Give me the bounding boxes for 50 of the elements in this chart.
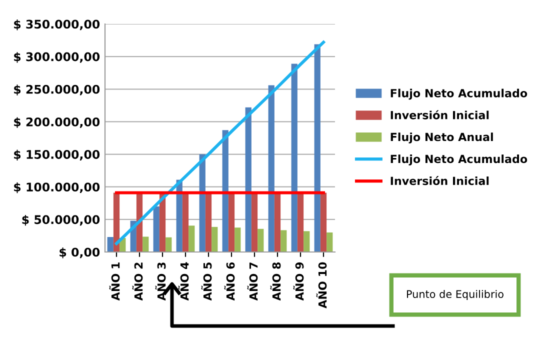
y-tick-label: $ 350.000,00 — [14, 20, 100, 30]
x-tick-label: AÑO 3 — [155, 262, 166, 301]
x-tick-label: AÑO 9 — [293, 262, 304, 301]
line-series — [114, 40, 326, 246]
y-tick-label: $ 200.000,00 — [14, 117, 100, 128]
bar — [274, 192, 281, 252]
bar — [234, 228, 241, 252]
x-tick-label: AÑO 10 — [316, 262, 327, 308]
legend-label: Flujo Neto Acumulado — [390, 154, 528, 166]
bar — [304, 231, 310, 252]
x-tick-label: AÑO 7 — [247, 262, 258, 301]
bar — [258, 228, 264, 252]
legend-label: Inversión Inicial — [390, 176, 489, 186]
bar — [188, 226, 195, 252]
bar — [268, 85, 274, 252]
x-tick-label: AÑO 8 — [270, 262, 281, 301]
bar — [251, 192, 258, 252]
bar — [222, 130, 228, 252]
bar — [199, 154, 206, 252]
bar — [212, 226, 218, 252]
bar — [205, 192, 212, 252]
y-tick-label: $ 300.000,00 — [14, 52, 100, 63]
legend-label: Flujo Neto Acumulado — [390, 88, 528, 100]
x-tick-label: AÑO 1 — [109, 262, 120, 301]
legend-label: Flujo Neto Anual — [390, 132, 493, 144]
y-tick-label: $ 150.000,00 — [14, 150, 100, 161]
bar — [326, 232, 333, 252]
bar — [182, 192, 189, 252]
x-tick-label: AÑO 5 — [201, 262, 212, 301]
y-tick-label: $ 50.000,00 — [22, 214, 100, 226]
bar — [314, 44, 320, 252]
x-tick-label: AÑO 2 — [132, 262, 143, 301]
bar — [153, 206, 160, 252]
bar — [107, 237, 114, 252]
bar — [113, 192, 120, 252]
bar — [245, 107, 252, 252]
y-tick-label: $ 100.000,00 — [14, 182, 100, 194]
bar — [291, 64, 298, 252]
x-tick-label: AÑO 6 — [224, 262, 235, 301]
bar — [228, 192, 235, 252]
bar — [280, 230, 287, 252]
bar — [297, 192, 304, 252]
bar — [320, 192, 327, 252]
legend-label: Inversión Inicial — [390, 110, 489, 120]
y-tick-label: $ 250.000,00 — [14, 84, 100, 96]
bar — [142, 236, 149, 252]
y-tick-label: $ 0,00 — [60, 248, 100, 258]
bar — [166, 237, 172, 252]
text: Punto de Equilibrio — [407, 290, 504, 300]
x-tick-label: AÑO 4 — [178, 262, 189, 301]
